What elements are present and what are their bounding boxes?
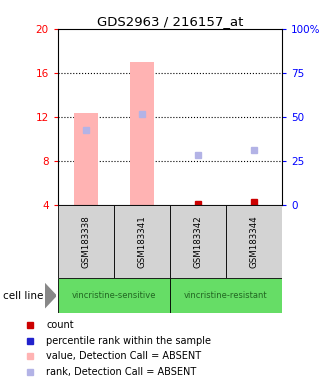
Text: GSM183344: GSM183344 (249, 215, 259, 268)
Text: rank, Detection Call = ABSENT: rank, Detection Call = ABSENT (46, 367, 196, 377)
Bar (170, 205, 226, 278)
Title: GDS2963 / 216157_at: GDS2963 / 216157_at (97, 15, 243, 28)
Text: percentile rank within the sample: percentile rank within the sample (46, 336, 211, 346)
Text: GSM183341: GSM183341 (137, 215, 147, 268)
Bar (114, 205, 170, 278)
Text: vincristine-sensitive: vincristine-sensitive (72, 291, 156, 300)
Bar (74, 113, 98, 205)
Text: GSM183338: GSM183338 (81, 215, 90, 268)
Bar (226, 205, 282, 278)
Bar (58, 278, 170, 313)
Text: value, Detection Call = ABSENT: value, Detection Call = ABSENT (46, 351, 201, 361)
Text: cell line: cell line (3, 291, 44, 301)
Bar (170, 278, 282, 313)
Text: vincristine-resistant: vincristine-resistant (184, 291, 268, 300)
Bar (130, 62, 154, 205)
Polygon shape (45, 283, 56, 308)
Bar (58, 205, 114, 278)
Text: GSM183342: GSM183342 (193, 215, 203, 268)
Text: count: count (46, 320, 74, 330)
